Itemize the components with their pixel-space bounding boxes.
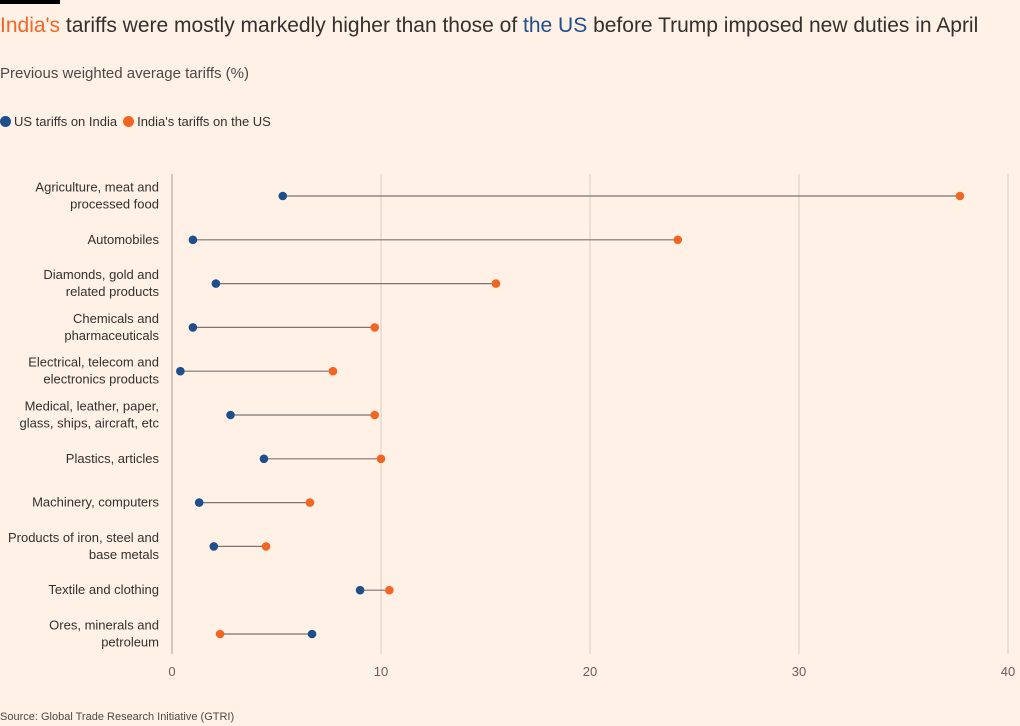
category-label: Chemicals and — [73, 311, 159, 326]
title-india-highlight: India's — [0, 14, 61, 37]
india-tariff-point — [673, 235, 683, 245]
category-label: pharmaceuticals — [64, 328, 159, 343]
category-label: Agriculture, meat and — [35, 180, 159, 195]
india-tariff-point — [328, 366, 338, 376]
chart-legend: US tariffs on India India's tariffs on t… — [0, 114, 277, 129]
legend-india-dot — [123, 116, 135, 127]
india-tariff-point — [376, 454, 386, 464]
category-label: Plastics, articles — [66, 451, 160, 466]
x-tick-label: 40 — [1001, 664, 1015, 679]
category-label: Electrical, telecom and — [28, 355, 159, 370]
india-tariff-point — [370, 410, 380, 420]
legend-item-india: India's tariffs on the US — [123, 114, 271, 129]
us-tariff-point — [188, 235, 198, 245]
title-us-highlight: the US — [523, 14, 588, 37]
us-tariff-point — [355, 585, 365, 595]
us-tariff-point — [211, 279, 221, 288]
legend-us-label: US tariffs on India — [14, 114, 118, 129]
india-tariff-point — [305, 498, 315, 507]
category-label: Automobiles — [87, 232, 159, 247]
category-label: Textile and clothing — [48, 582, 159, 597]
x-tick-label: 0 — [168, 664, 175, 679]
india-tariff-point — [955, 191, 965, 201]
us-tariff-point — [278, 191, 288, 201]
us-tariff-point — [307, 629, 317, 639]
us-tariff-point — [194, 498, 204, 507]
x-tick-label: 30 — [792, 664, 806, 679]
x-tick-label: 10 — [374, 664, 388, 679]
india-tariff-point — [215, 629, 225, 639]
us-tariff-point — [188, 323, 198, 332]
india-tariff-point — [385, 585, 394, 595]
legend-india-label: India's tariffs on the US — [137, 114, 271, 129]
category-label: Ores, minerals and — [49, 618, 159, 633]
category-label: Diamonds, gold and — [43, 267, 159, 282]
legend-item-us: US tariffs on India — [0, 114, 117, 129]
category-label: petroleum — [101, 635, 159, 650]
category-label: electronics products — [43, 372, 159, 387]
us-tariff-point — [209, 542, 219, 551]
us-tariff-point — [226, 410, 235, 420]
india-tariff-point — [370, 323, 380, 332]
title-text-2: before Trump imposed new duties in April — [587, 14, 979, 37]
us-tariff-point — [259, 454, 269, 464]
category-label: Medical, leather, paper, — [25, 399, 159, 414]
category-label: glass, ships, aircraft, etc — [20, 416, 160, 431]
x-tick-label: 20 — [583, 664, 597, 679]
us-tariff-point — [176, 366, 185, 376]
source-note: Source: Global Trade Research Initiative… — [0, 711, 235, 723]
category-label: Machinery, computers — [32, 495, 159, 510]
category-label: processed food — [70, 197, 159, 212]
india-tariff-point — [261, 542, 271, 551]
category-label: Products of iron, steel and — [8, 530, 159, 545]
india-tariff-point — [491, 279, 501, 288]
category-label: base metals — [89, 547, 160, 562]
chart-subtitle: Previous weighted average tariffs (%) — [0, 65, 250, 82]
title-text-1: tariffs were mostly markedly higher than… — [60, 14, 524, 37]
legend-us-dot — [0, 116, 11, 127]
chart-title: India's tariffs were mostly markedly hig… — [0, 14, 978, 38]
category-label: related products — [66, 284, 160, 299]
brand-top-bar — [0, 0, 60, 4]
